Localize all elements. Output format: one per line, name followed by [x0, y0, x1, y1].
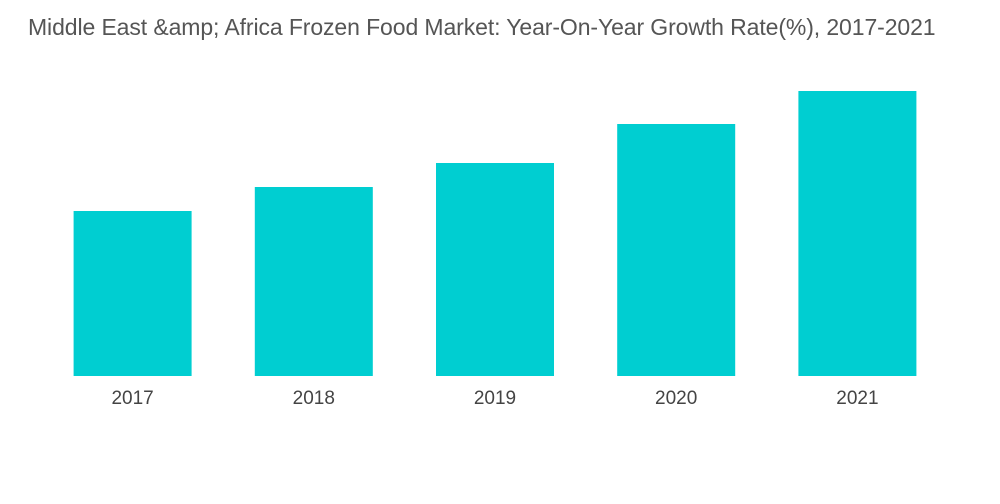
bar-2017 [73, 211, 192, 376]
bar-2020 [617, 124, 736, 376]
chart-title: Middle East &amp; Africa Frozen Food Mar… [28, 14, 936, 40]
x-tick-label-2019: 2019 [474, 388, 516, 409]
x-tick-label-2021: 2021 [836, 388, 878, 409]
x-tick-label-2018: 2018 [293, 388, 335, 409]
bars-group [73, 91, 917, 376]
bar-2021 [798, 91, 917, 376]
x-tick-label-2017: 2017 [111, 388, 153, 409]
x-tick-label-2020: 2020 [655, 388, 697, 409]
bar-2019 [436, 163, 554, 376]
x-tick-labels: 2017 2018 2019 2020 2021 [111, 388, 878, 409]
bar-2018 [254, 187, 373, 376]
